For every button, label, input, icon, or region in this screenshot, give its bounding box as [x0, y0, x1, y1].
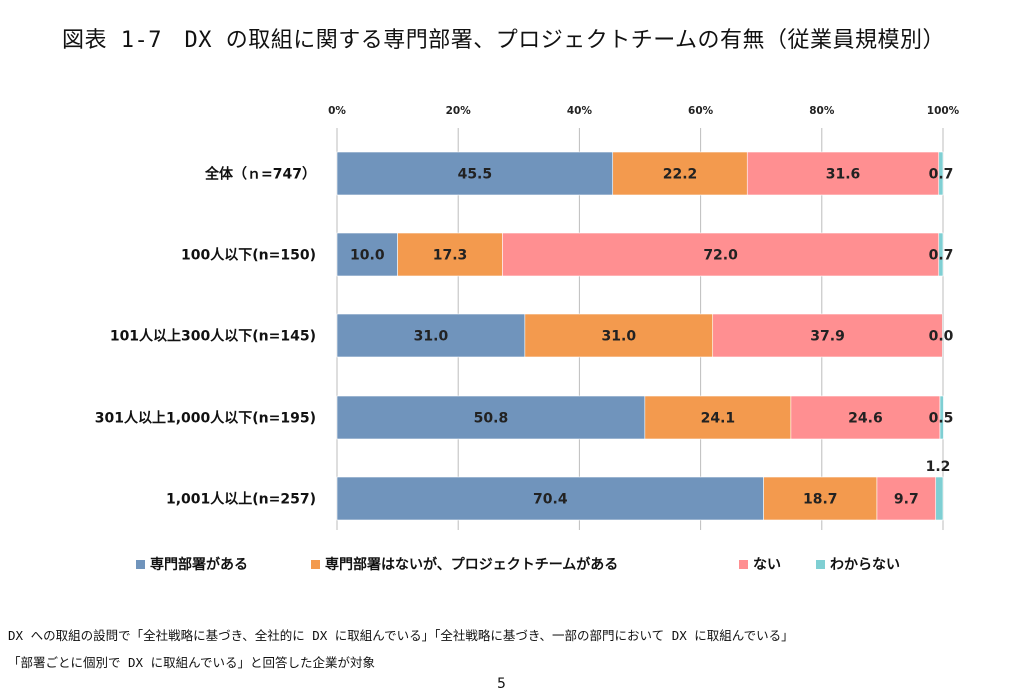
data-label: 22.2 — [663, 167, 698, 183]
data-label: 50.8 — [474, 411, 509, 427]
legend-swatch — [739, 560, 748, 569]
bar-segment — [336, 476, 764, 521]
data-label: 0.7 — [929, 167, 954, 183]
bar-segment — [938, 232, 944, 277]
legend-label: 専門部署がある — [150, 556, 248, 573]
x-tick-label: 100% — [927, 105, 960, 117]
legend-swatch — [816, 560, 825, 569]
bar-segment — [876, 476, 937, 521]
x-tick-label: 40% — [567, 105, 593, 117]
data-label: 37.9 — [810, 329, 845, 345]
bar-segment — [935, 476, 944, 521]
bar-segment — [763, 476, 878, 521]
data-label: 10.0 — [350, 248, 385, 264]
data-label: 31.0 — [602, 329, 637, 345]
data-label: 70.4 — [533, 492, 568, 508]
data-label: 9.7 — [894, 492, 919, 508]
data-label: 1.2 — [926, 459, 951, 475]
legend-label: ない — [753, 557, 781, 573]
data-label: 45.5 — [458, 167, 493, 183]
category-label: 301人以上1,000人以下(n=195) — [95, 410, 316, 427]
x-tick-label: 0% — [328, 105, 346, 117]
bar-segment — [612, 151, 748, 196]
category-label: 1,001人以上(n=257) — [166, 491, 316, 508]
x-tick-label: 60% — [688, 105, 714, 117]
bar-segment — [524, 313, 714, 358]
footnote-line-1: DX への取組の設問で「全社戦略に基づき、全社的に DX に取組んでいる」「全社… — [8, 628, 794, 643]
bar-segment — [644, 395, 792, 440]
data-label: 0.7 — [929, 248, 954, 264]
x-tick-label: 20% — [446, 105, 472, 117]
data-label: 18.7 — [803, 492, 838, 508]
bar-segment — [336, 232, 398, 277]
legend-label: 専門部署はないが、プロジェクトチームがある — [325, 556, 618, 573]
page-number: 5 — [497, 676, 506, 692]
legend-swatch — [311, 560, 320, 569]
x-tick-label: 80% — [809, 105, 835, 117]
data-label: 24.6 — [848, 411, 883, 427]
bar-segment — [938, 151, 944, 196]
bar-segment — [790, 395, 941, 440]
footnote-line-2: 「部署ごとに個別で DX に取組んでいる」と回答した企業が対象 — [8, 655, 375, 670]
stacked-bar-chart: 0% 20% 40% 60% 80% 100% 全体（ｎ=747） 100人以下(n=150… — [95, 105, 960, 573]
bar-segment — [336, 313, 526, 358]
data-label: 72.0 — [703, 248, 738, 264]
data-label: 31.0 — [414, 329, 449, 345]
bar-segment — [397, 232, 503, 277]
category-label: 100人以下(n=150) — [181, 247, 316, 264]
bar-segment — [746, 151, 940, 196]
data-label: 17.3 — [433, 248, 468, 264]
legend-label: わからない — [830, 557, 900, 573]
data-label: 0.5 — [929, 411, 954, 427]
bar-segment — [336, 395, 646, 440]
page-title: 図表 1-7 DX の取組に関する専門部署、プロジェクトチームの有無（従業員規模… — [62, 28, 946, 53]
data-label: 24.1 — [701, 411, 736, 427]
footnote: DX への取組の設問で「全社戦略に基づき、全社的に DX に取組んでいる」「全社… — [8, 622, 1016, 676]
category-label: 101人以上300人以下(n=145) — [110, 328, 316, 345]
legend-swatch — [136, 560, 145, 569]
bar-segment — [502, 232, 940, 277]
data-label: 0.0 — [929, 329, 954, 345]
category-label: 全体（ｎ=747） — [204, 166, 316, 183]
bar-segment — [939, 395, 944, 440]
bar-segment — [712, 313, 943, 358]
data-label: 31.6 — [826, 167, 861, 183]
